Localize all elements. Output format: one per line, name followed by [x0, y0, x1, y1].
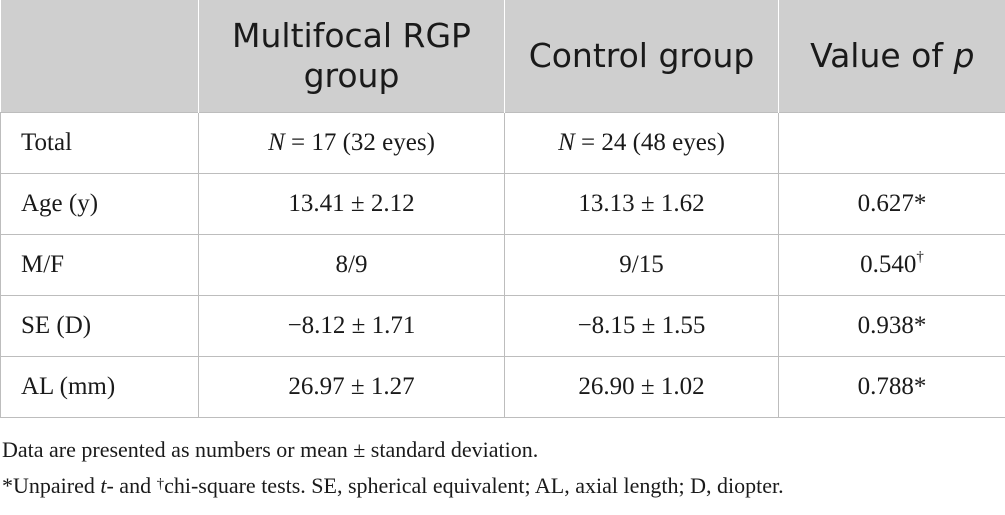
cell-multifocal: 8/9	[198, 234, 505, 296]
table-row: M/F 8/9 9/15 0.540†	[0, 234, 1005, 296]
header-p-value: Value of p	[778, 0, 1005, 113]
header-p-value-prefix: Value of	[810, 36, 954, 75]
p-value-number: 0.788	[857, 373, 914, 400]
footnote-text: - and	[106, 473, 157, 498]
demographics-table: Multifocal RGP group Control group Value…	[0, 0, 1005, 418]
header-blank	[0, 0, 199, 113]
cell-multifocal: 26.97 ± 1.27	[198, 356, 505, 418]
p-value-number: 0.627	[857, 190, 914, 217]
row-label: M/F	[0, 234, 199, 296]
cell-p-value	[778, 112, 1005, 174]
cell-multifocal: N = 17 (32 eyes)	[198, 112, 505, 174]
cell-control: 9/15	[504, 234, 779, 296]
cell-p-value: 0.540†	[778, 234, 1005, 296]
row-label: Total	[0, 112, 199, 174]
cell-value: = 24 (48 eyes)	[574, 129, 725, 156]
cell-control: N = 24 (48 eyes)	[504, 112, 779, 174]
header-control-group: Control group	[504, 0, 779, 113]
p-value-number: 0.540	[860, 251, 917, 278]
footnote-text: chi-square tests. SE, spherical equivale…	[164, 473, 784, 498]
table-footnotes: Data are presented as numbers or mean ± …	[2, 432, 1002, 504]
cell-var: N	[268, 129, 285, 156]
p-value-number: 0.938	[857, 312, 914, 339]
cell-value: = 17 (32 eyes)	[284, 129, 435, 156]
cell-control: 26.90 ± 1.02	[504, 356, 779, 418]
footnote-t-variable: t	[100, 473, 107, 498]
header-p-variable: p	[953, 36, 975, 75]
cell-multifocal: 13.41 ± 2.12	[198, 173, 505, 235]
footnote-text: *Unpaired	[2, 473, 101, 498]
p-value-mark: *	[913, 190, 927, 217]
data-table-container: Multifocal RGP group Control group Value…	[0, 0, 1005, 418]
row-label: Age (y)	[0, 173, 199, 235]
cell-multifocal: −8.12 ± 1.71	[198, 295, 505, 357]
cell-p-value: 0.788*	[778, 356, 1005, 418]
p-value-mark: *	[913, 312, 927, 339]
footnote-dagger: †	[156, 476, 165, 492]
footnote-tests-abbreviations: *Unpaired t- and †chi-square tests. SE, …	[2, 468, 1002, 504]
row-label: AL (mm)	[0, 356, 199, 418]
cell-p-value: 0.938*	[778, 295, 1005, 357]
table-row: Age (y) 13.41 ± 2.12 13.13 ± 1.62 0.627*	[0, 173, 1005, 235]
p-value-mark: †	[916, 249, 924, 265]
cell-control: 13.13 ± 1.62	[504, 173, 779, 235]
cell-p-value: 0.627*	[778, 173, 1005, 235]
row-label: SE (D)	[0, 295, 199, 357]
table-header-row: Multifocal RGP group Control group Value…	[0, 0, 1005, 113]
table-row: AL (mm) 26.97 ± 1.27 26.90 ± 1.02 0.788*	[0, 356, 1005, 418]
header-multifocal-rgp-group: Multifocal RGP group	[198, 0, 505, 113]
table-row: Total N = 17 (32 eyes) N = 24 (48 eyes)	[0, 112, 1005, 174]
cell-control: −8.15 ± 1.55	[504, 295, 779, 357]
table-row: SE (D) −8.12 ± 1.71 −8.15 ± 1.55 0.938*	[0, 295, 1005, 357]
cell-var: N	[558, 129, 575, 156]
p-value-mark: *	[913, 373, 927, 400]
footnote-data-presentation: Data are presented as numbers or mean ± …	[2, 437, 539, 462]
